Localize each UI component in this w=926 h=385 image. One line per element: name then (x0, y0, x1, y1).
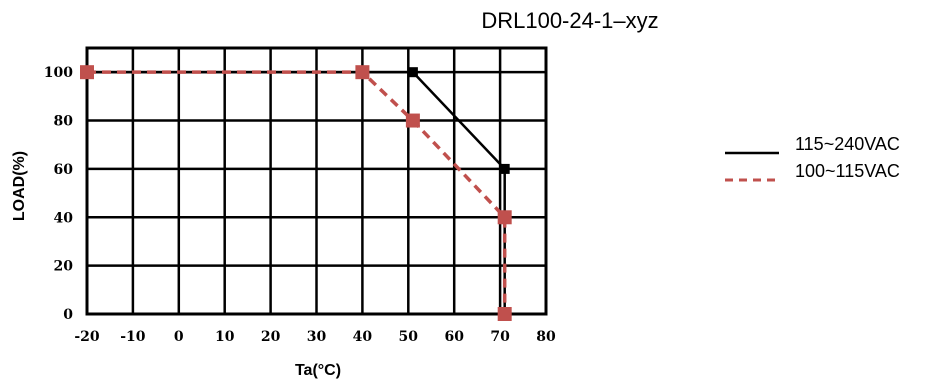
series-point-100-115vac (405, 113, 420, 128)
y-tick-label: 20 (54, 259, 74, 275)
y-tick-label: 40 (54, 210, 74, 226)
series-point-100-115vac (355, 65, 370, 80)
x-tick-label: 60 (444, 329, 464, 345)
series-layer (80, 65, 512, 321)
x-tick-label: 70 (490, 329, 510, 345)
x-tick-label: -20 (74, 329, 100, 345)
legend-label-100-115vac: 100~115VAC (795, 161, 900, 181)
legend-label-115-240vac: 115~240VAC (795, 134, 900, 154)
y-tick-label: 80 (54, 114, 74, 130)
y-tick-label: 60 (54, 162, 74, 178)
x-tick-label: 30 (307, 329, 327, 345)
series-point-100-115vac (80, 65, 94, 80)
x-tick-label: 0 (174, 329, 184, 345)
series-point-100-115vac (497, 307, 512, 321)
y-tick-label: 0 (63, 307, 73, 323)
series-line-100-115vac (87, 70, 507, 314)
x-tick-label: 10 (215, 329, 235, 345)
series-point-115-240vac (499, 163, 510, 174)
x-tick-label: 80 (536, 329, 556, 345)
x-tick-label: 20 (261, 329, 281, 345)
grid (85, 46, 548, 316)
plot-frame (85, 46, 548, 316)
x-tick-label: 40 (353, 329, 373, 345)
legend: 115~240VAC 100~115VAC (725, 134, 900, 182)
series-point-115-240vac (407, 67, 418, 78)
y-axis-label: LOAD(%) (11, 151, 28, 221)
x-axis-label: Ta(°C) (295, 362, 341, 379)
chart-title: DRL100-24-1–xyz (481, 8, 658, 33)
ticks: -20 -10 0 10 20 30 40 50 60 70 80 0 20 40 60 80 100 (44, 65, 556, 345)
x-tick-label: -10 (120, 329, 146, 345)
series-point-100-115vac (497, 210, 512, 225)
x-tick-label: 50 (399, 329, 419, 345)
y-tick-label: 100 (44, 65, 73, 81)
series-line-115-240vac (87, 70, 506, 314)
